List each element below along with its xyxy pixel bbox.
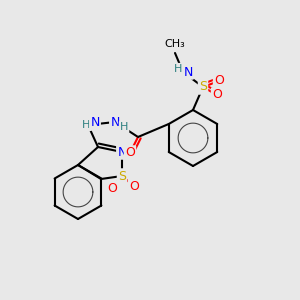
Text: N: N <box>117 146 127 158</box>
Text: O: O <box>125 146 135 160</box>
Text: O: O <box>212 88 222 101</box>
Text: S: S <box>118 169 126 182</box>
Text: O: O <box>107 182 117 194</box>
Text: N: N <box>110 116 120 128</box>
Text: N: N <box>90 116 100 130</box>
Text: CH₃: CH₃ <box>165 39 185 49</box>
Text: H: H <box>120 122 128 132</box>
Text: H: H <box>174 64 182 74</box>
Text: S: S <box>199 80 207 94</box>
Text: N: N <box>183 65 193 79</box>
Text: O: O <box>129 179 139 193</box>
Text: O: O <box>214 74 224 88</box>
Text: H: H <box>82 120 90 130</box>
